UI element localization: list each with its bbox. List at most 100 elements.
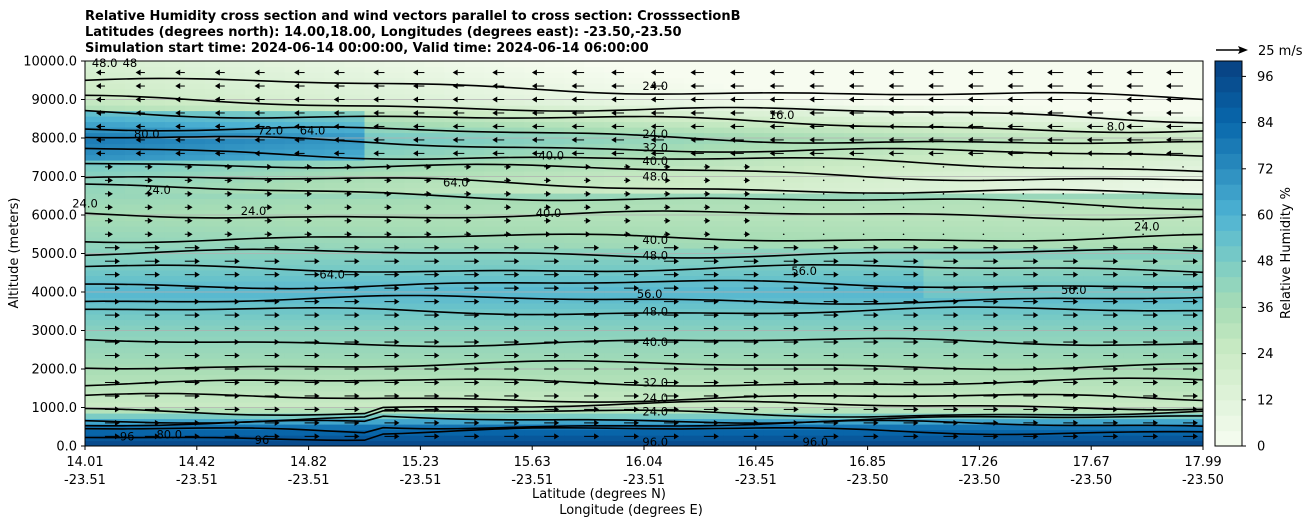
rh-cell [624, 61, 645, 68]
wind-vector-head [154, 271, 160, 278]
rh-cell [484, 385, 505, 392]
rh-cell [404, 374, 425, 381]
rh-cell [264, 413, 286, 420]
rh-cell [863, 204, 885, 211]
wind-vector-head [1153, 379, 1159, 386]
rh-cell [923, 440, 945, 446]
rh-cell [184, 94, 206, 101]
rh-cell [644, 209, 665, 216]
wind-vector-head [354, 419, 360, 426]
rh-cell [803, 132, 825, 139]
rh-cell [644, 165, 665, 172]
rh-cell [703, 165, 725, 172]
wind-vector-head [194, 392, 200, 399]
wind-vector [544, 312, 560, 319]
rh-cell [224, 83, 246, 90]
rh-cell [763, 182, 785, 189]
wind-vector [863, 285, 879, 292]
wind-vector [344, 325, 360, 332]
rh-cell [1183, 314, 1203, 321]
rh-cell [903, 231, 925, 238]
rh-cell [324, 127, 346, 134]
rh-cell [204, 303, 226, 310]
wind-vector [903, 419, 919, 426]
rh-cell [404, 385, 425, 392]
rh-cell [564, 160, 585, 167]
rh-cell [124, 99, 146, 106]
rh-cell [1023, 253, 1044, 260]
rh-cell [923, 374, 945, 381]
wind-vector [304, 433, 320, 440]
rh-cell [284, 319, 306, 326]
rh-cell [544, 160, 565, 167]
wind-vector-head [394, 271, 400, 278]
rh-cell [1163, 281, 1184, 288]
wind-vector-head [1113, 352, 1119, 359]
rh-cell [204, 231, 226, 238]
rh-cell [144, 165, 166, 172]
rh-cell [504, 149, 525, 156]
rh-cell [104, 77, 126, 84]
wind-vector [384, 352, 400, 359]
rh-cell [823, 77, 845, 84]
rh-cell [464, 66, 485, 73]
rh-cell [85, 253, 106, 260]
rh-cell [424, 171, 445, 178]
wind-vector-head [1033, 325, 1039, 332]
rh-cell [843, 413, 865, 420]
rh-cell [983, 61, 1004, 68]
rh-cell [564, 237, 585, 244]
rh-cell [164, 160, 186, 167]
rh-cell [624, 385, 645, 392]
rh-cell [663, 369, 685, 376]
rh-cell [963, 407, 984, 414]
rh-cell [1143, 182, 1164, 189]
rh-cell [644, 292, 665, 299]
rh-cell [564, 270, 585, 277]
rh-cell [284, 413, 306, 420]
rh-cell [404, 358, 425, 365]
wind-vector [1103, 366, 1119, 372]
rh-cell [723, 242, 745, 249]
wind-vector [1023, 433, 1039, 440]
rh-cell [324, 402, 346, 409]
rh-cell [883, 138, 905, 145]
rh-cell [1143, 88, 1164, 95]
rh-cell [384, 275, 406, 282]
rh-cell [743, 440, 765, 446]
rh-cell [85, 396, 106, 403]
rh-cell [484, 171, 505, 178]
rh-cell [1163, 88, 1184, 95]
rh-cell [224, 226, 246, 233]
rh-cell [104, 83, 126, 90]
rh-cell [703, 127, 725, 134]
rh-cell [484, 220, 505, 227]
rh-cell [963, 369, 984, 376]
rh-cell [464, 292, 485, 299]
rh-cell [364, 374, 386, 381]
rh-cell [604, 61, 625, 68]
rh-cell [703, 121, 725, 128]
rh-cell [843, 209, 865, 216]
rh-cell [983, 209, 1004, 216]
rh-cell [723, 429, 745, 436]
rh-cell [524, 352, 545, 359]
rh-cell [164, 231, 186, 238]
rh-cell [803, 380, 825, 387]
rh-cell [464, 319, 485, 326]
wind-vector [903, 392, 919, 399]
rh-cell [1003, 171, 1024, 178]
wind-vector [624, 379, 640, 386]
rh-cell [444, 259, 465, 266]
rh-cell [803, 429, 825, 436]
rh-cell [124, 314, 146, 321]
rh-cell [843, 198, 865, 205]
rh-cell [124, 116, 146, 123]
rh-cell [344, 171, 366, 178]
rh-cell [903, 193, 925, 200]
rh-cell [444, 77, 465, 84]
wind-vector-head [194, 271, 200, 278]
rh-cell [364, 143, 386, 150]
wind-vector [464, 352, 480, 359]
rh-cell [903, 374, 925, 381]
